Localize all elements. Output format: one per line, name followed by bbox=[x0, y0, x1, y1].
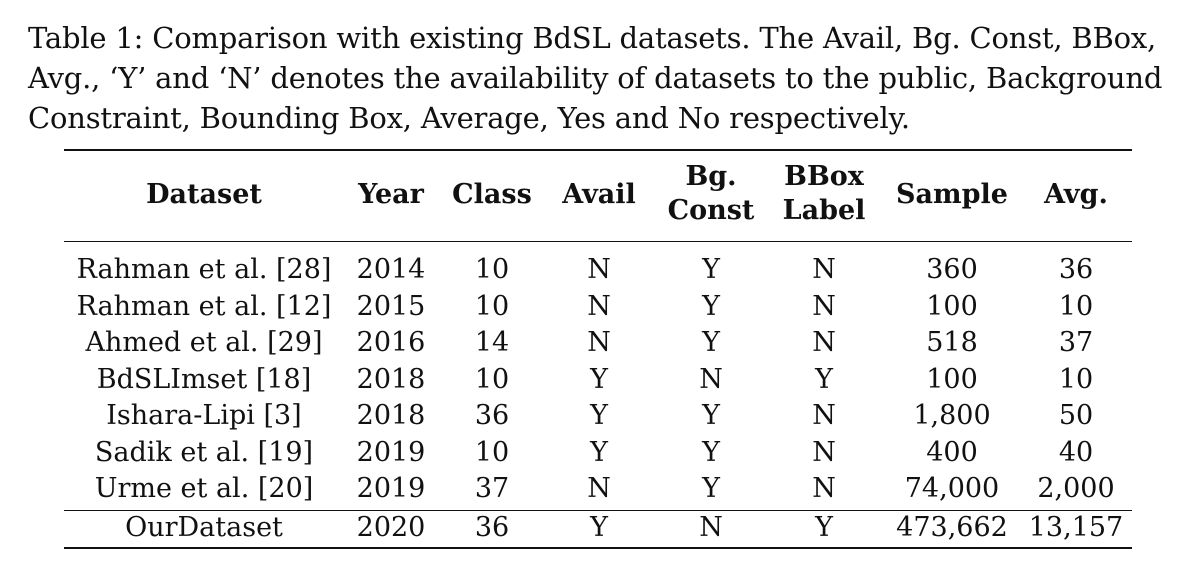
cell-bg-const: Y bbox=[702, 473, 720, 504]
cell-avg: 36 bbox=[1058, 254, 1094, 285]
header-avail: Avail bbox=[562, 179, 636, 210]
cell-dataset: Ahmed et al. [29] bbox=[85, 327, 323, 358]
cell-avail: Y bbox=[590, 400, 608, 431]
cell-bg-const: Y bbox=[702, 327, 720, 358]
cell-bg-const: N bbox=[699, 512, 723, 543]
header-bg-const-line2: Const bbox=[667, 195, 755, 226]
cell-year: 2020 bbox=[356, 512, 426, 543]
cell-avail: N bbox=[587, 473, 611, 504]
cell-bbox-label: N bbox=[812, 437, 836, 468]
table-caption: Table 1: Comparison with existing BdSL d… bbox=[28, 21, 1163, 135]
cell-avail: N bbox=[587, 327, 611, 358]
cell-class: 36 bbox=[474, 512, 510, 543]
cell-avail: N bbox=[587, 291, 611, 322]
table-bottom-rule bbox=[64, 547, 1132, 549]
header-bbox-label-line2: Label bbox=[782, 195, 866, 226]
cell-year: 2015 bbox=[356, 291, 426, 322]
cell-class: 10 bbox=[474, 291, 510, 322]
header-class: Class bbox=[452, 179, 532, 210]
cell-bbox-label: Y bbox=[815, 364, 833, 395]
cell-sample: 518 bbox=[926, 327, 978, 358]
cell-year: 2019 bbox=[356, 437, 426, 468]
header-year: Year bbox=[358, 179, 424, 210]
cell-avg: 2,000 bbox=[1037, 473, 1115, 504]
cell-bbox-label: N bbox=[812, 327, 836, 358]
cell-avg: 10 bbox=[1058, 364, 1094, 395]
header-bbox-label: BBox Label bbox=[774, 160, 874, 228]
cell-dataset: OurDataset bbox=[125, 512, 283, 543]
cell-bg-const: Y bbox=[702, 291, 720, 322]
cell-avg: 37 bbox=[1058, 327, 1094, 358]
cell-class: 37 bbox=[474, 473, 510, 504]
cell-bg-const: Y bbox=[702, 437, 720, 468]
cell-bbox-label: Y bbox=[815, 512, 833, 543]
cell-avail: Y bbox=[590, 437, 608, 468]
cell-class: 10 bbox=[474, 254, 510, 285]
cell-year: 2014 bbox=[356, 254, 426, 285]
cell-avg: 13,157 bbox=[1028, 512, 1124, 543]
cell-dataset: Ishara-Lipi [3] bbox=[106, 400, 302, 431]
cell-bbox-label: N bbox=[812, 254, 836, 285]
header-bbox-label-line1: BBox bbox=[784, 161, 864, 192]
cell-avg: 50 bbox=[1058, 400, 1094, 431]
cell-sample: 473,662 bbox=[896, 512, 1008, 543]
cell-bg-const: N bbox=[699, 364, 723, 395]
cell-year: 2018 bbox=[356, 364, 426, 395]
final-row-rule bbox=[64, 510, 1132, 511]
cell-year: 2019 bbox=[356, 473, 426, 504]
cell-year: 2018 bbox=[356, 400, 426, 431]
cell-avail: Y bbox=[590, 364, 608, 395]
cell-sample: 100 bbox=[926, 364, 978, 395]
header-avg: Avg. bbox=[1044, 179, 1108, 210]
cell-dataset: Rahman et al. [28] bbox=[76, 254, 332, 285]
cell-dataset: Urme et al. [20] bbox=[94, 473, 314, 504]
cell-dataset: Rahman et al. [12] bbox=[76, 291, 332, 322]
cell-bg-const: Y bbox=[702, 400, 720, 431]
cell-class: 10 bbox=[474, 364, 510, 395]
cell-avg: 10 bbox=[1058, 291, 1094, 322]
cell-avail: N bbox=[587, 254, 611, 285]
cell-dataset: BdSLImset [18] bbox=[96, 364, 312, 395]
cell-bbox-label: N bbox=[812, 400, 836, 431]
cell-sample: 360 bbox=[926, 254, 978, 285]
cell-class: 14 bbox=[474, 327, 510, 358]
header-bg-const-line1: Bg. bbox=[685, 161, 737, 192]
cell-avail: Y bbox=[590, 512, 608, 543]
cell-avg: 40 bbox=[1058, 437, 1094, 468]
cell-dataset: Sadik et al. [19] bbox=[94, 437, 314, 468]
table-top-rule bbox=[64, 149, 1132, 151]
header-sample: Sample bbox=[896, 179, 1008, 210]
header-rule bbox=[64, 241, 1132, 242]
cell-sample: 74,000 bbox=[904, 473, 1000, 504]
cell-bg-const: Y bbox=[702, 254, 720, 285]
cell-class: 36 bbox=[474, 400, 510, 431]
cell-bbox-label: N bbox=[812, 473, 836, 504]
cell-sample: 1,800 bbox=[913, 400, 991, 431]
cell-sample: 100 bbox=[926, 291, 978, 322]
header-dataset: Dataset bbox=[146, 179, 262, 210]
header-bg-const: Bg. Const bbox=[660, 160, 762, 228]
cell-sample: 400 bbox=[926, 437, 978, 468]
cell-year: 2016 bbox=[356, 327, 426, 358]
cell-class: 10 bbox=[474, 437, 510, 468]
cell-bbox-label: N bbox=[812, 291, 836, 322]
